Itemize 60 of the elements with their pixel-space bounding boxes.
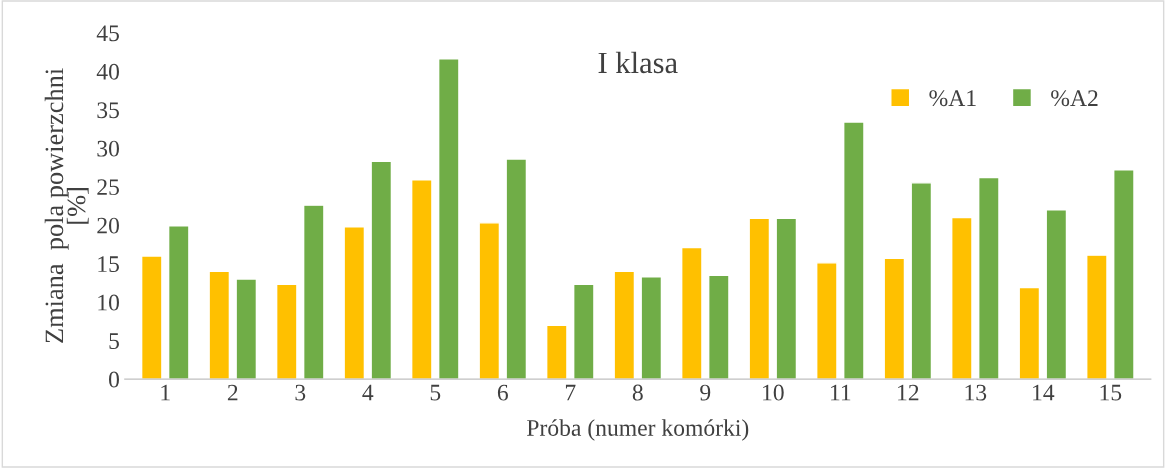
y-tick-label: 10 [98, 294, 119, 311]
x-tick-label: 9 [700, 384, 711, 401]
x-tick-label: 5 [430, 384, 441, 401]
x-tick-label: 15 [1100, 384, 1122, 401]
y-tick-label: 20 [97, 217, 119, 234]
x-axis-title: Próba (numer komórki) [527, 419, 749, 441]
bar [1113, 169, 1135, 380]
y-tick-label: 5 [109, 333, 119, 350]
x-tick-label: 1 [161, 384, 170, 401]
bar [370, 160, 393, 380]
bar [815, 262, 838, 380]
legend-label: %A2 [1051, 90, 1098, 107]
bar [572, 283, 595, 380]
bar [208, 270, 231, 380]
bar [775, 217, 798, 380]
bar [545, 324, 568, 380]
bar [951, 216, 973, 380]
bar [910, 182, 933, 380]
bar [343, 226, 366, 380]
bar [978, 176, 1000, 380]
bar [640, 276, 663, 380]
bar [707, 274, 730, 380]
x-tick-label: 3 [295, 384, 306, 401]
x-tick-label: 14 [1033, 384, 1055, 401]
bar [883, 257, 906, 380]
y-tick-label: 35 [97, 102, 119, 119]
bar [410, 179, 433, 380]
x-tick-label: 6 [497, 384, 508, 401]
y-tick-label: 30 [97, 140, 119, 157]
y-axis-title: Zmiana pola powierzchni [%] [44, 68, 89, 343]
x-tick-label: 11 [831, 384, 851, 401]
bar [680, 246, 703, 380]
y-tick-label: 15 [98, 256, 119, 273]
bar [275, 283, 298, 380]
y-tick-label: 25 [97, 179, 119, 196]
x-tick-label: 2 [227, 384, 238, 401]
bar [167, 225, 190, 380]
x-tick-label: 8 [632, 384, 643, 401]
bar [1018, 286, 1041, 380]
x-tick-label: 4 [362, 384, 374, 401]
chart-title: I klasa [598, 51, 678, 74]
bar [748, 217, 771, 380]
x-tick-label: 12 [898, 384, 919, 401]
y-tick-label: 40 [96, 63, 119, 80]
y-tick-label: 45 [96, 25, 119, 42]
bar [505, 158, 528, 380]
bar [235, 278, 258, 380]
bar [1045, 209, 1068, 380]
bar [140, 255, 163, 380]
bar [842, 121, 865, 380]
bar [437, 58, 460, 380]
bar [478, 222, 501, 380]
bar [1086, 254, 1108, 380]
bar [613, 270, 636, 380]
x-tick-label: 13 [965, 384, 987, 401]
y-tick-label: 0 [109, 371, 119, 388]
legend-label: %A1 [929, 90, 976, 107]
x-tick-label: 7 [565, 384, 576, 401]
bar [302, 204, 325, 380]
x-tick-label: 10 [763, 384, 784, 401]
